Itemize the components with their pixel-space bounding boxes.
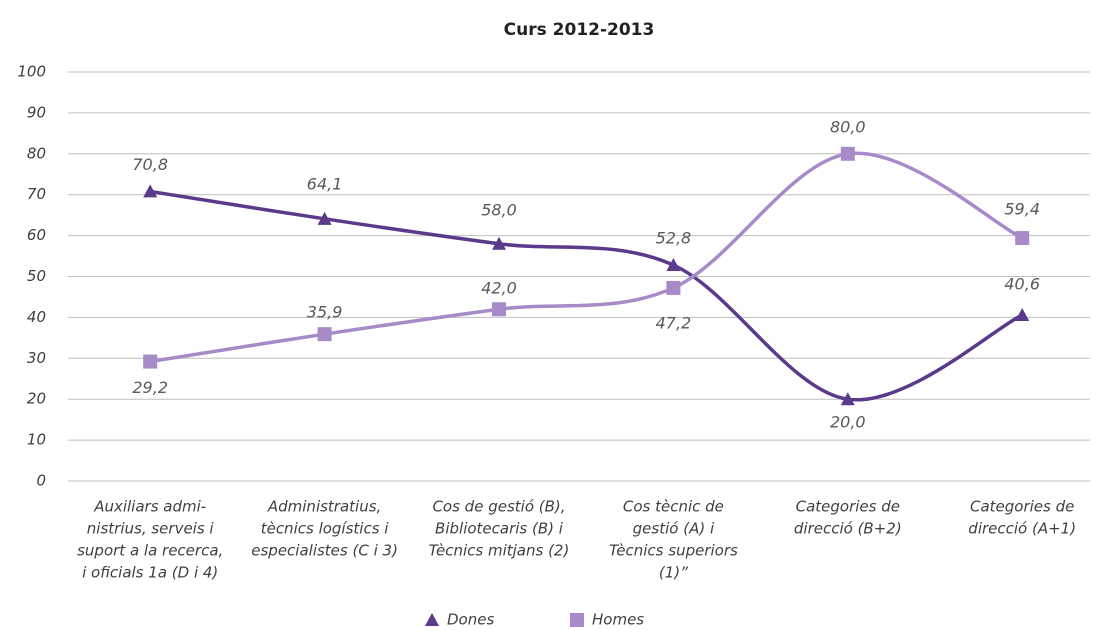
x-tick-label: Categories de — [970, 498, 1074, 516]
data-point — [317, 327, 332, 342]
data-point — [840, 392, 855, 406]
y-tick-label: 90 — [27, 103, 46, 121]
data-label: 40,6 — [1004, 274, 1040, 293]
legend-label: Homes — [592, 611, 644, 629]
data-point — [666, 280, 681, 295]
x-tick-label: Categories de — [796, 498, 900, 516]
data-label: 80,0 — [830, 117, 866, 136]
x-tick-label: direcció (A+1) — [968, 520, 1076, 538]
x-tick-label: Tècnics superiors — [609, 542, 738, 560]
x-tick-label: nistrius, serveis i — [87, 520, 215, 538]
x-tick-label: Administratius, — [267, 498, 381, 516]
data-label: 42,0 — [481, 279, 517, 298]
x-tick-label: Tècnics mitjans (2) — [429, 542, 570, 560]
data-point — [143, 184, 158, 198]
y-tick-label: 30 — [27, 349, 46, 367]
x-tick-label: direcció (B+2) — [794, 520, 902, 538]
chart-title: Curs 2012-2013 — [504, 20, 655, 40]
y-tick-label: 0 — [36, 472, 46, 490]
data-point — [317, 211, 332, 225]
data-point — [840, 146, 855, 161]
x-tick-label: Cos tècnic de — [623, 498, 724, 516]
data-label: 59,4 — [1004, 200, 1040, 219]
y-tick-label: 100 — [17, 63, 46, 81]
data-label: 20,0 — [830, 413, 866, 432]
data-label: 58,0 — [481, 200, 517, 219]
data-point — [1015, 307, 1030, 321]
y-tick-label: 80 — [27, 144, 46, 162]
data-label: 52,8 — [656, 229, 692, 248]
data-point — [492, 236, 506, 250]
y-tick-label: 10 — [27, 431, 46, 449]
x-tick-label: Bibliotecaris (B) i — [435, 520, 564, 538]
x-tick-label: (1)” — [659, 564, 688, 582]
x-tick-label: gestió (A) i — [633, 520, 715, 538]
x-tick-label: suport a la recerca, — [77, 542, 223, 560]
y-tick-label: 50 — [27, 267, 46, 285]
x-tick-label: tècnics logístics i — [261, 520, 390, 538]
series-line — [149, 151, 1023, 364]
data-label: 70,8 — [132, 155, 168, 174]
data-point — [666, 258, 681, 272]
data-label: 47,2 — [656, 313, 692, 332]
data-label: 64,1 — [307, 174, 343, 193]
y-tick-label: 20 — [27, 390, 46, 408]
y-tick-label: 70 — [27, 185, 46, 203]
y-tick-label: 40 — [27, 308, 46, 326]
legend-marker — [570, 613, 584, 627]
x-tick-label: Auxiliars admi- — [93, 498, 206, 516]
x-tick-label: i oficials 1a (D i 4) — [82, 564, 218, 582]
data-point — [1015, 231, 1030, 246]
y-tick-label: 60 — [27, 226, 46, 244]
data-label: 29,2 — [132, 378, 168, 397]
legend-label: Dones — [447, 611, 494, 629]
data-point — [492, 302, 506, 317]
data-label: 35,9 — [307, 303, 343, 322]
x-tick-label: Cos de gestió (B), — [432, 498, 565, 516]
x-tick-label: especialistes (C i 3) — [251, 542, 398, 560]
series-line — [149, 189, 1023, 402]
legend-marker — [425, 613, 439, 626]
data-point — [143, 354, 158, 369]
